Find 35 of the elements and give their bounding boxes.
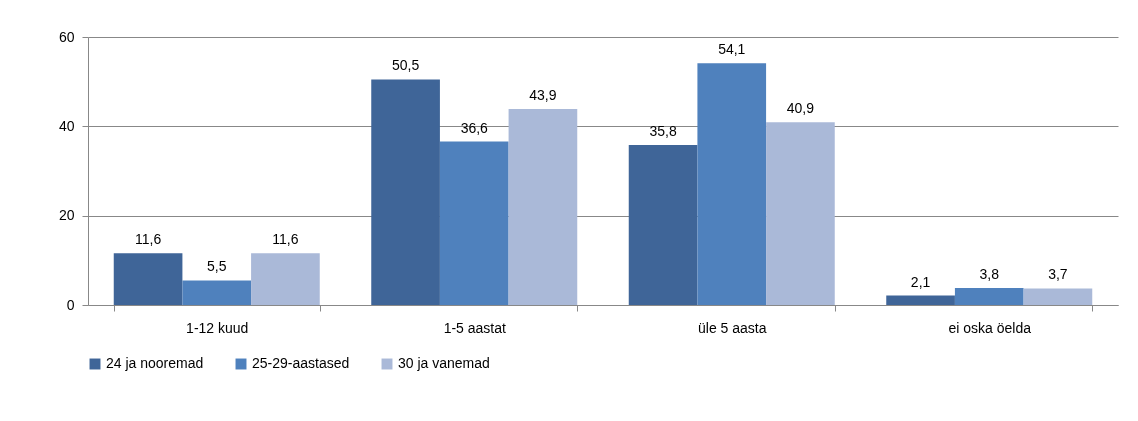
data-label: 54,1	[718, 41, 746, 58]
bar	[886, 295, 955, 305]
bar	[628, 145, 698, 305]
bar	[113, 253, 183, 305]
data-label: 50,5	[391, 57, 420, 74]
x-tick-label: 1-12 kuud	[186, 319, 249, 336]
data-label: 43,9	[529, 86, 557, 103]
bar	[697, 63, 767, 305]
data-label: 3,7	[1048, 266, 1068, 283]
x-tick-label: ei oska öelda	[948, 319, 1032, 336]
bar	[1023, 288, 1093, 305]
data-label: 35,8	[649, 123, 677, 140]
legend-label: 25-29-aastased	[252, 355, 350, 371]
y-tick-label: 0	[66, 296, 75, 313]
bar	[508, 108, 578, 305]
bar	[766, 122, 835, 305]
data-label: 40,9	[786, 100, 815, 117]
data-label: 11,6	[134, 231, 162, 248]
bar	[439, 141, 509, 305]
bar	[371, 79, 440, 305]
bar	[182, 280, 252, 305]
y-tick-label: 20	[58, 207, 75, 224]
bar	[251, 253, 320, 305]
legend-label: 24 ja nooremad	[106, 355, 204, 371]
x-tick-label: üle 5 aasta	[698, 319, 767, 336]
data-label: 2,1	[910, 273, 931, 290]
data-label: 11,6	[272, 231, 299, 248]
bar	[954, 288, 1024, 305]
legend-label: 30 ja vanemad	[398, 355, 490, 371]
data-label: 36,6	[460, 119, 489, 136]
y-tick-label: 60	[58, 28, 75, 45]
x-tick-label: 1-5 aastat	[443, 319, 506, 336]
data-label: 3,8	[979, 266, 1000, 283]
y-tick-label: 40	[58, 117, 75, 134]
data-label: 5,5	[207, 258, 227, 275]
